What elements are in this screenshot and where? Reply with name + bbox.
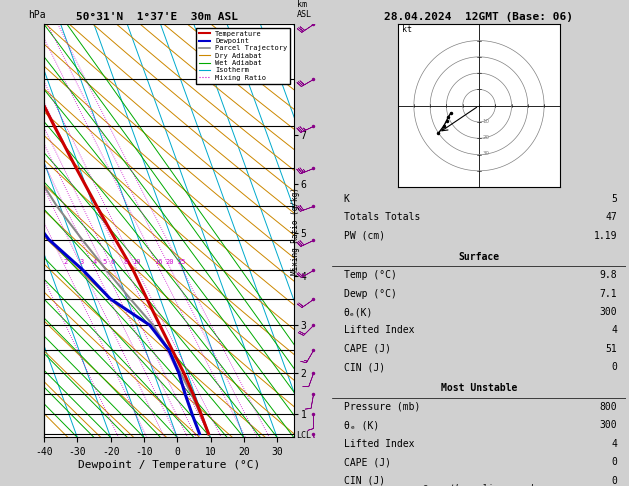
Text: LCL: LCL [296,431,311,440]
Text: 5: 5 [611,194,617,204]
Text: © weatheronline.co.uk: © weatheronline.co.uk [423,484,535,486]
Text: 5: 5 [102,260,106,265]
Text: 4: 4 [611,439,617,449]
Text: Lifted Index: Lifted Index [344,326,415,335]
Text: 20: 20 [482,135,489,140]
Legend: Temperature, Dewpoint, Parcel Trajectory, Dry Adiabat, Wet Adiabat, Isotherm, Mi: Temperature, Dewpoint, Parcel Trajectory… [196,28,290,84]
Text: θₑ(K): θₑ(K) [344,307,373,317]
Text: 7.1: 7.1 [599,289,617,298]
Text: Mixing Ratio (g/kg): Mixing Ratio (g/kg) [291,187,299,275]
Text: kt: kt [403,25,413,35]
Text: 51: 51 [605,344,617,354]
Text: 16: 16 [155,260,163,265]
Text: 8: 8 [123,260,128,265]
Text: 25: 25 [177,260,186,265]
Text: hPa: hPa [28,10,45,20]
Text: 6: 6 [110,260,114,265]
Text: Temp (°C): Temp (°C) [344,270,397,280]
Text: 4: 4 [92,260,96,265]
Text: 1.19: 1.19 [594,231,617,241]
Text: Pressure (mb): Pressure (mb) [344,402,420,412]
Text: Dewp (°C): Dewp (°C) [344,289,397,298]
Text: 0: 0 [611,363,617,372]
Text: 30: 30 [482,151,489,156]
Text: 0: 0 [611,476,617,486]
Text: km
ASL: km ASL [297,0,312,19]
Text: Surface: Surface [459,252,499,261]
Text: K: K [344,194,350,204]
Text: 47: 47 [605,212,617,222]
Text: CAPE (J): CAPE (J) [344,457,391,467]
X-axis label: Dewpoint / Temperature (°C): Dewpoint / Temperature (°C) [78,460,260,470]
Text: 50°31'N  1°37'E  30m ASL: 50°31'N 1°37'E 30m ASL [76,12,238,22]
Text: Totals Totals: Totals Totals [344,212,420,222]
Text: CAPE (J): CAPE (J) [344,344,391,354]
Text: 20: 20 [165,260,174,265]
Text: CIN (J): CIN (J) [344,363,385,372]
Text: 2: 2 [64,260,67,265]
Text: 300: 300 [599,420,617,430]
Text: 9.8: 9.8 [599,270,617,280]
Text: 300: 300 [599,307,617,317]
Text: Lifted Index: Lifted Index [344,439,415,449]
Text: 28.04.2024  12GMT (Base: 06): 28.04.2024 12GMT (Base: 06) [384,12,574,22]
Text: CIN (J): CIN (J) [344,476,385,486]
Text: 10: 10 [482,119,489,124]
Text: 3: 3 [80,260,84,265]
Text: 4: 4 [611,326,617,335]
Text: 0: 0 [611,457,617,467]
Text: θₑ (K): θₑ (K) [344,420,379,430]
Text: 800: 800 [599,402,617,412]
Text: 10: 10 [131,260,140,265]
Text: Most Unstable: Most Unstable [441,383,517,393]
Text: PW (cm): PW (cm) [344,231,385,241]
